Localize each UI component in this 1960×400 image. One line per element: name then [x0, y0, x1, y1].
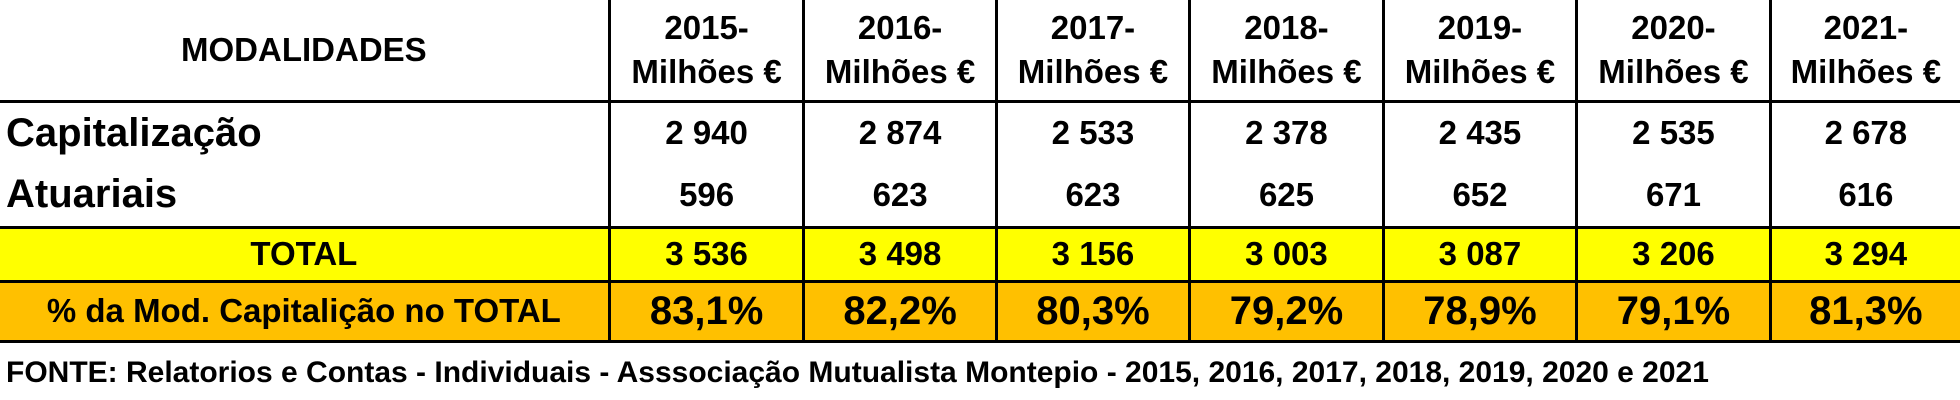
table-cell: 596 — [607, 164, 806, 227]
header-year-label: 2021- — [1823, 8, 1909, 46]
table-cell: 79,1% — [1575, 279, 1772, 343]
table-cell: 2 378 — [1188, 99, 1385, 164]
table-cell: 623 — [802, 164, 998, 227]
table-cell: 652 — [1381, 164, 1579, 227]
table-cell: 2 535 — [1575, 99, 1772, 164]
header-unit-label: Milhões € — [1211, 52, 1362, 90]
header-unit-label: Milhões € — [631, 52, 782, 90]
table-cell: 2 874 — [802, 99, 998, 164]
table-cell: 623 — [994, 164, 1192, 227]
header-year-2017: 2017- Milhões € — [994, 0, 1192, 103]
header-year-label: 2015- — [664, 8, 749, 46]
header-year-2020: 2020- Milhões € — [1575, 0, 1772, 103]
header-modalidades: MODALIDADES — [0, 0, 611, 103]
table-cell: 2 678 — [1768, 99, 1960, 164]
table-cell: 3 294 — [1768, 225, 1960, 283]
row-label: Atuariais — [0, 164, 611, 227]
table-cell: 80,3% — [994, 279, 1192, 343]
table-cell: 2 533 — [994, 99, 1192, 164]
header-year-label: 2017- — [1050, 8, 1136, 46]
header-year-label: 2018- — [1244, 8, 1329, 46]
total-label: TOTAL — [0, 225, 611, 283]
header-unit-label: Milhões € — [1598, 52, 1749, 90]
table-cell: 2 940 — [607, 99, 806, 164]
header-year-2019: 2019- Milhões € — [1381, 0, 1579, 103]
table-cell: 3 156 — [994, 225, 1192, 283]
header-unit-label: Milhões € — [824, 52, 976, 90]
header-year-label: 2019- — [1437, 8, 1523, 46]
row-capitalizacao: Capitalização 2 940 2 874 2 533 2 378 2 … — [0, 99, 1960, 164]
modalidades-table: MODALIDADES 2015- Milhões € 2016- Milhõe… — [0, 0, 1960, 343]
table-cell: 671 — [1575, 164, 1772, 227]
table-cell: 616 — [1768, 164, 1960, 227]
header-year-label: 2016- — [857, 8, 943, 46]
header-row: MODALIDADES 2015- Milhões € 2016- Milhõe… — [0, 0, 1960, 103]
table-cell: 78,9% — [1381, 279, 1579, 343]
header-unit-label: Milhões € — [1017, 52, 1169, 90]
row-label: Capitalização — [0, 99, 611, 164]
percent-label: % da Mod. Capitalição no TOTAL — [0, 279, 611, 343]
row-percent-capitalizacao: % da Mod. Capitalição no TOTAL 83,1% 82,… — [0, 279, 1960, 343]
table-cell: 3 536 — [607, 225, 806, 283]
table-cell: 3 003 — [1188, 225, 1385, 283]
table-cell: 82,2% — [802, 279, 998, 343]
table-cell: 3 206 — [1575, 225, 1772, 283]
table-cell: 625 — [1188, 164, 1385, 227]
table-cell: 2 435 — [1381, 99, 1579, 164]
header-unit-label: Milhões € — [1790, 52, 1942, 90]
source-note: FONTE: Relatorios e Contas - Individuais… — [6, 356, 1709, 389]
table-cell: 83,1% — [607, 279, 806, 343]
table-cell: 3 087 — [1381, 225, 1579, 283]
header-year-2016: 2016- Milhões € — [802, 0, 998, 103]
table-cell: 79,2% — [1188, 279, 1385, 343]
row-total: TOTAL 3 536 3 498 3 156 3 003 3 087 3 20… — [0, 225, 1960, 283]
table-cell: 81,3% — [1768, 279, 1960, 343]
header-year-2021: 2021- Milhões € — [1768, 0, 1960, 103]
header-year-2015: 2015- Milhões € — [607, 0, 806, 103]
header-year-2018: 2018- Milhões € — [1188, 0, 1385, 103]
header-year-label: 2020- — [1631, 8, 1716, 46]
header-unit-label: Milhões € — [1404, 52, 1556, 90]
row-atuariais: Atuariais 596 623 623 625 652 671 616 — [0, 164, 1960, 227]
table-cell: 3 498 — [802, 225, 998, 283]
